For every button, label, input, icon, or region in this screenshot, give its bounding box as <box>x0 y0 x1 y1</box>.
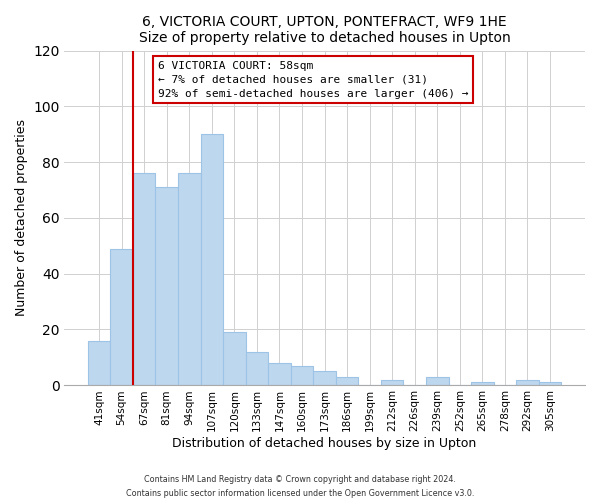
Bar <box>336 377 358 385</box>
Bar <box>200 134 223 385</box>
Bar <box>471 382 494 385</box>
Bar <box>110 248 133 385</box>
Bar <box>516 380 539 385</box>
Bar <box>133 173 155 385</box>
X-axis label: Distribution of detached houses by size in Upton: Distribution of detached houses by size … <box>172 437 476 450</box>
Bar <box>291 366 313 385</box>
Bar <box>223 332 245 385</box>
Bar <box>155 187 178 385</box>
Text: 6 VICTORIA COURT: 58sqm
← 7% of detached houses are smaller (31)
92% of semi-det: 6 VICTORIA COURT: 58sqm ← 7% of detached… <box>158 60 469 98</box>
Bar <box>539 382 562 385</box>
Text: Contains HM Land Registry data © Crown copyright and database right 2024.
Contai: Contains HM Land Registry data © Crown c… <box>126 476 474 498</box>
Bar <box>88 340 110 385</box>
Bar <box>268 363 291 385</box>
Bar <box>426 377 449 385</box>
Bar <box>245 352 268 385</box>
Title: 6, VICTORIA COURT, UPTON, PONTEFRACT, WF9 1HE
Size of property relative to detac: 6, VICTORIA COURT, UPTON, PONTEFRACT, WF… <box>139 15 511 45</box>
Bar <box>178 173 200 385</box>
Bar <box>381 380 403 385</box>
Bar <box>313 371 336 385</box>
Y-axis label: Number of detached properties: Number of detached properties <box>15 120 28 316</box>
